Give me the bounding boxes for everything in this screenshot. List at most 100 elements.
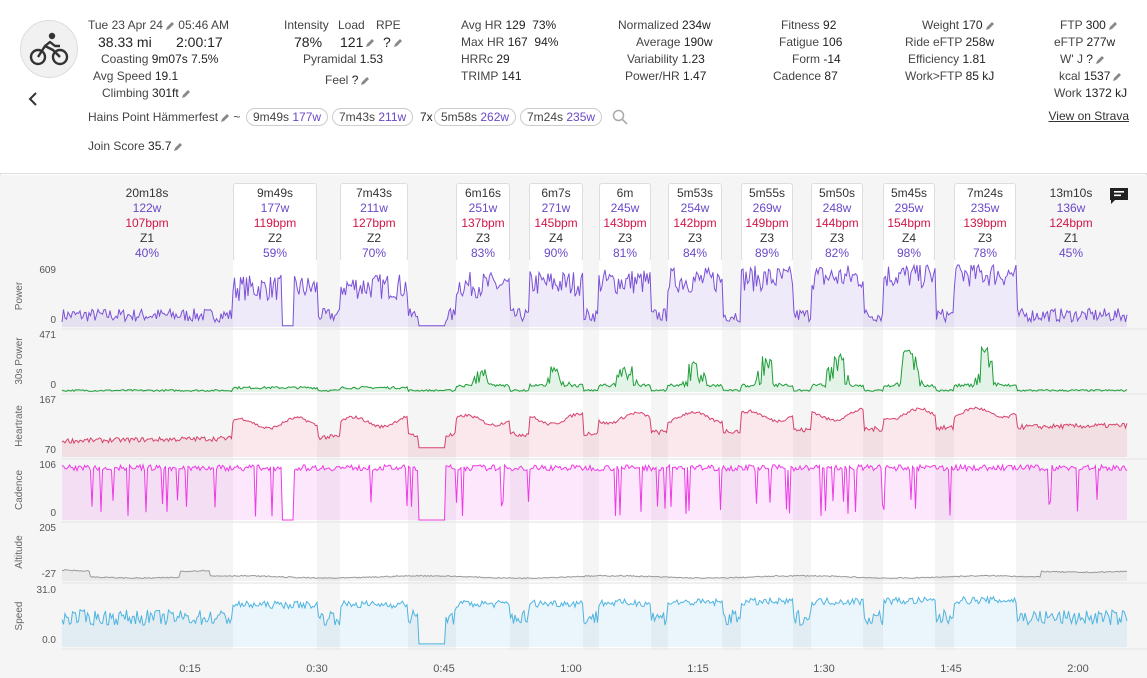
interval-box[interactable]: 13m10s 136w 124bpm Z1 45%: [1026, 183, 1116, 261]
kcal: kcal 1537: [1059, 69, 1122, 83]
kcal-label: kcal: [1059, 69, 1081, 83]
interval-box[interactable]: 9m49s 177w 119bpm Z2 59%: [233, 183, 317, 261]
activity-tracks[interactable]: Power 609 0 30s Power 471 0 Heartrate 167 70 Cade…: [0, 175, 1147, 678]
comment-icon[interactable]: [1109, 187, 1129, 205]
average-value: 190w: [683, 35, 713, 49]
edit-load-pencil-icon[interactable]: [365, 38, 375, 48]
edit-wprime-pencil-icon[interactable]: [1095, 55, 1105, 65]
track-heartrate: Heartrate 167 70: [14, 395, 1147, 460]
interval-band: [954, 260, 1016, 650]
interval-bpm: 154bpm: [887, 216, 931, 230]
ride-eftp-label: Ride eFTP: [905, 35, 963, 49]
feel-value: ?: [351, 73, 359, 87]
interval-chip[interactable]: 9m49s 177w: [246, 108, 329, 126]
join-score: Join Score 35.7: [88, 139, 183, 153]
interval-box[interactable]: 7m43s 211w 127bpm Z2 70%: [340, 183, 408, 261]
interval-zone: Z3: [687, 231, 702, 245]
interval-zone: Z3: [617, 231, 632, 245]
rpe-value: ?: [383, 34, 391, 50]
interval-pct: 70%: [361, 246, 387, 260]
interval-pct: 59%: [262, 246, 288, 260]
edit-rpe-pencil-icon[interactable]: [393, 38, 403, 48]
track-line: [61, 345, 1128, 393]
track-area: [62, 464, 1127, 520]
interval-w: 235w: [970, 201, 1000, 215]
activity-name[interactable]: Hains Point Hämmerfest: [88, 110, 219, 124]
edit-climbing-pencil-icon[interactable]: [181, 89, 191, 99]
cycling-icon: [29, 32, 69, 66]
interval-dur: 5m45s: [890, 186, 928, 200]
interval-box[interactable]: 6m7s 271w 145bpm Z4 90%: [529, 183, 583, 261]
interval-pct: 90%: [543, 246, 569, 260]
coasting: Coasting 9m07s 7.5%: [101, 52, 218, 66]
interval-chip[interactable]: 5m58s 262w: [434, 108, 517, 126]
normalized-value: 234w: [682, 18, 711, 32]
interval-box[interactable]: 5m53s 254w 142bpm Z3 84%: [668, 183, 722, 261]
track-area: [62, 407, 1127, 457]
avg-hr-value: 129: [505, 18, 526, 32]
edit-name-pencil-icon[interactable]: [220, 113, 230, 123]
join-score-label: Join Score: [88, 139, 145, 153]
edit-ftp-pencil-icon[interactable]: [1108, 21, 1118, 31]
normalized-label: Normalized: [618, 18, 679, 32]
feel: Feel ?: [325, 73, 370, 87]
rpe-value-wrap: ?: [383, 34, 403, 50]
weight-value: 170: [962, 18, 983, 32]
interval-box[interactable]: 5m55s 269w 149bpm Z3 89%: [741, 183, 793, 261]
interval-band: [529, 260, 583, 650]
track-min: 70: [45, 445, 57, 456]
average-power: Average 190w: [636, 35, 713, 49]
track-max: 167: [39, 395, 56, 406]
view-on-strava-link[interactable]: View on Strava: [1048, 109, 1130, 123]
distance: 38.33 mi: [98, 34, 152, 50]
edit-join-score-pencil-icon[interactable]: [173, 142, 183, 152]
edit-weight-pencil-icon[interactable]: [985, 21, 995, 31]
interval-box[interactable]: 20m18s 122w 107bpm Z1 40%: [62, 183, 232, 261]
edit-feel-pencil-icon[interactable]: [360, 76, 370, 86]
interval-pct: 78%: [972, 246, 998, 260]
interval-dur: 5m50s: [818, 186, 856, 200]
kcal-value: 1537: [1083, 69, 1111, 83]
interval-box[interactable]: 7m24s 235w 139bpm Z3 78%: [954, 183, 1016, 261]
interval-w: 254w: [680, 201, 710, 215]
interval-w: 245w: [610, 201, 640, 215]
interval-box[interactable]: 5m45s 295w 154bpm Z4 98%: [883, 183, 935, 261]
interval-box[interactable]: 5m50s 248w 144bpm Z3 82%: [811, 183, 863, 261]
power-hr-label: Power/HR: [625, 69, 680, 83]
eftp-label: eFTP: [1054, 35, 1084, 49]
interval-pct: 81%: [612, 246, 638, 260]
edit-date-pencil-icon[interactable]: [165, 21, 175, 31]
track-label: Speed: [14, 602, 25, 631]
chip-watts: 177w: [292, 110, 322, 124]
climbing: Climbing 301ft: [102, 86, 191, 100]
interval-box[interactable]: 6m16s 251w 137bpm Z3 83%: [456, 183, 510, 261]
interval-chip[interactable]: 7m24s 235w: [520, 108, 603, 126]
interval-band: [883, 260, 935, 650]
track-line: [62, 569, 1128, 580]
wprime-value: ?: [1086, 52, 1093, 66]
track-label: Power: [14, 281, 25, 310]
feel-label: Feel: [325, 73, 349, 87]
interval-chip[interactable]: 7m43s 211w: [332, 108, 414, 126]
weight-label: Weight: [922, 18, 960, 32]
work: Work 1372 kJ: [1054, 86, 1127, 100]
search-icon[interactable]: [612, 109, 628, 125]
ftp-label: FTP: [1060, 18, 1083, 32]
interval-box[interactable]: 6m 245w 143bpm Z3 81%: [599, 183, 651, 261]
track-min: 0: [50, 508, 56, 519]
back-chevron-icon[interactable]: [26, 91, 40, 107]
track-altitude: Altitude 205 -27: [14, 523, 1147, 584]
fitness: Fitness 92: [781, 18, 836, 32]
track-area: [62, 596, 1127, 647]
efficiency: Efficiency 1.81: [908, 52, 986, 66]
interval-bpm: 143bpm: [603, 216, 647, 230]
chip-duration: 9m49s: [253, 110, 290, 124]
time-tick: 0:30: [306, 663, 327, 675]
chip-duration: 7m24s: [527, 110, 564, 124]
coasting-pct: 7.5%: [191, 52, 219, 66]
edit-kcal-pencil-icon[interactable]: [1112, 72, 1122, 82]
interval-band: [741, 260, 793, 650]
cadence-stat: Cadence 87: [773, 69, 838, 83]
interval-bpm: 144bpm: [815, 216, 859, 230]
load-label: Load: [338, 18, 365, 32]
